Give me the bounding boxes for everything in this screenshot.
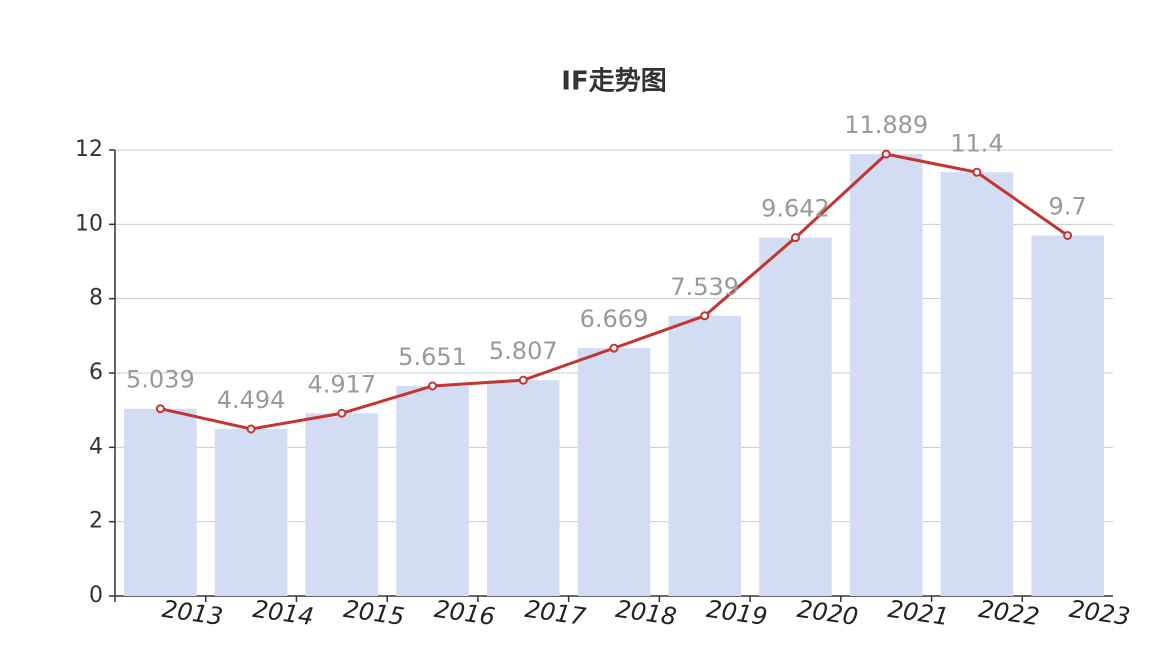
- chart-title: IF走势图: [561, 67, 666, 97]
- x-tick-label: 2017: [523, 595, 588, 631]
- data-label: 5.807: [489, 337, 558, 365]
- x-tick-label: 2014: [251, 595, 315, 631]
- data-label: 4.494: [217, 386, 286, 414]
- x-tick-label: 2015: [342, 595, 406, 631]
- bar: [305, 413, 379, 596]
- x-tick-label: 2022: [977, 595, 1041, 631]
- x-tick-label: 2016: [432, 595, 496, 631]
- y-tick-label: 2: [89, 509, 103, 534]
- bar: [668, 315, 742, 596]
- point: [972, 167, 982, 177]
- point: [790, 233, 800, 243]
- point: [518, 375, 528, 385]
- y-tick-label: 12: [75, 137, 103, 162]
- y-tick-label: 0: [89, 583, 103, 608]
- bar: [124, 408, 197, 596]
- x-tick-label: 2019: [705, 595, 769, 631]
- bar: [396, 385, 469, 596]
- y-tick-label: 8: [89, 286, 103, 311]
- bar: [759, 237, 832, 596]
- bar: [486, 380, 560, 596]
- data-label: 5.039: [126, 366, 195, 394]
- data-label: 6.669: [580, 305, 649, 333]
- data-label: 4.917: [307, 370, 376, 398]
- point: [337, 408, 347, 418]
- data-label: 5.651: [398, 343, 467, 371]
- bar: [214, 428, 288, 596]
- x-tick-label: 2021: [886, 595, 950, 631]
- y-tick-label: 10: [75, 211, 103, 236]
- bar: [940, 172, 1014, 597]
- bar: [849, 154, 923, 597]
- point: [428, 381, 438, 391]
- point: [1063, 230, 1073, 240]
- x-tick-label: 2020: [795, 595, 859, 631]
- point: [155, 404, 165, 414]
- data-label: 7.539: [670, 273, 739, 301]
- bar: [1031, 235, 1104, 596]
- bar: [577, 348, 651, 596]
- point: [881, 149, 891, 159]
- x-tick-label: 2018: [614, 595, 678, 631]
- x-tick-label: 2013: [160, 595, 224, 631]
- y-tick-label: 4: [89, 434, 103, 459]
- data-label: 11.4: [950, 129, 1003, 157]
- data-label: 9.7: [1049, 192, 1087, 220]
- data-label: 11.889: [844, 111, 928, 139]
- data-label: 9.642: [761, 195, 830, 223]
- point: [609, 343, 619, 353]
- y-tick-label: 6: [89, 360, 103, 385]
- point: [700, 311, 710, 321]
- x-tick-label: 2023: [1068, 595, 1132, 631]
- point: [246, 424, 256, 434]
